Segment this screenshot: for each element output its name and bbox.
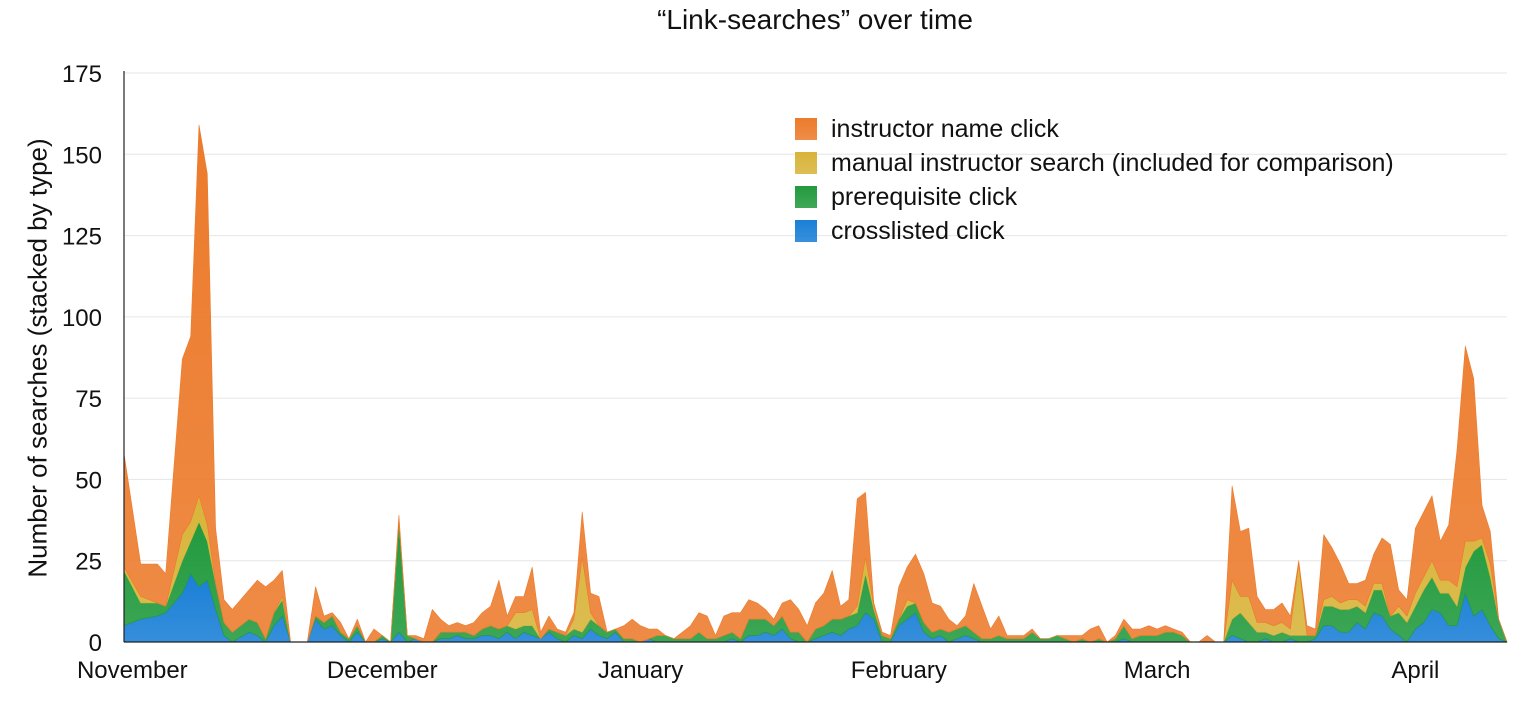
y-tick-label: 100: [62, 305, 102, 332]
legend-swatch: [795, 220, 817, 242]
legend-item: prerequisite click: [795, 180, 1394, 214]
legend-label: manual instructor search (included for c…: [831, 148, 1394, 177]
legend-swatch: [795, 152, 817, 174]
legend-label: instructor name click: [831, 114, 1059, 143]
legend-item: crosslisted click: [795, 214, 1394, 248]
y-tick-label: 50: [75, 467, 102, 494]
legend-label: prerequisite click: [831, 182, 1018, 211]
x-tick-label: April: [1391, 657, 1439, 684]
x-tick-label: March: [1124, 657, 1191, 684]
y-tick-label: 25: [75, 549, 102, 576]
legend-swatch: [795, 186, 817, 208]
legend-label: crosslisted click: [831, 216, 1005, 245]
legend-item: manual instructor search (included for c…: [795, 146, 1394, 180]
chart-title: “Link-searches” over time: [657, 4, 973, 35]
x-tick-label: November: [77, 657, 188, 684]
y-tick-label: 175: [62, 61, 102, 88]
x-tick-labels: November December January February March Apri…: [77, 657, 1439, 684]
y-tick-label: 0: [89, 630, 102, 657]
x-tick-label: January: [598, 657, 683, 684]
legend-item: instructor name click: [795, 112, 1394, 146]
area-series-instructor: [123, 124, 1508, 643]
y-tick-labels: 0 25 50 75 100 125 150 175: [62, 61, 102, 657]
axes: [123, 71, 1507, 643]
y-tick-label: 75: [75, 386, 102, 413]
legend: instructor name click manual instructor s…: [795, 112, 1394, 248]
legend-swatch: [795, 118, 817, 140]
y-tick-label: 125: [62, 224, 102, 251]
x-tick-label: February: [851, 657, 947, 684]
y-tick-label: 150: [62, 142, 102, 169]
x-tick-label: December: [327, 657, 438, 684]
